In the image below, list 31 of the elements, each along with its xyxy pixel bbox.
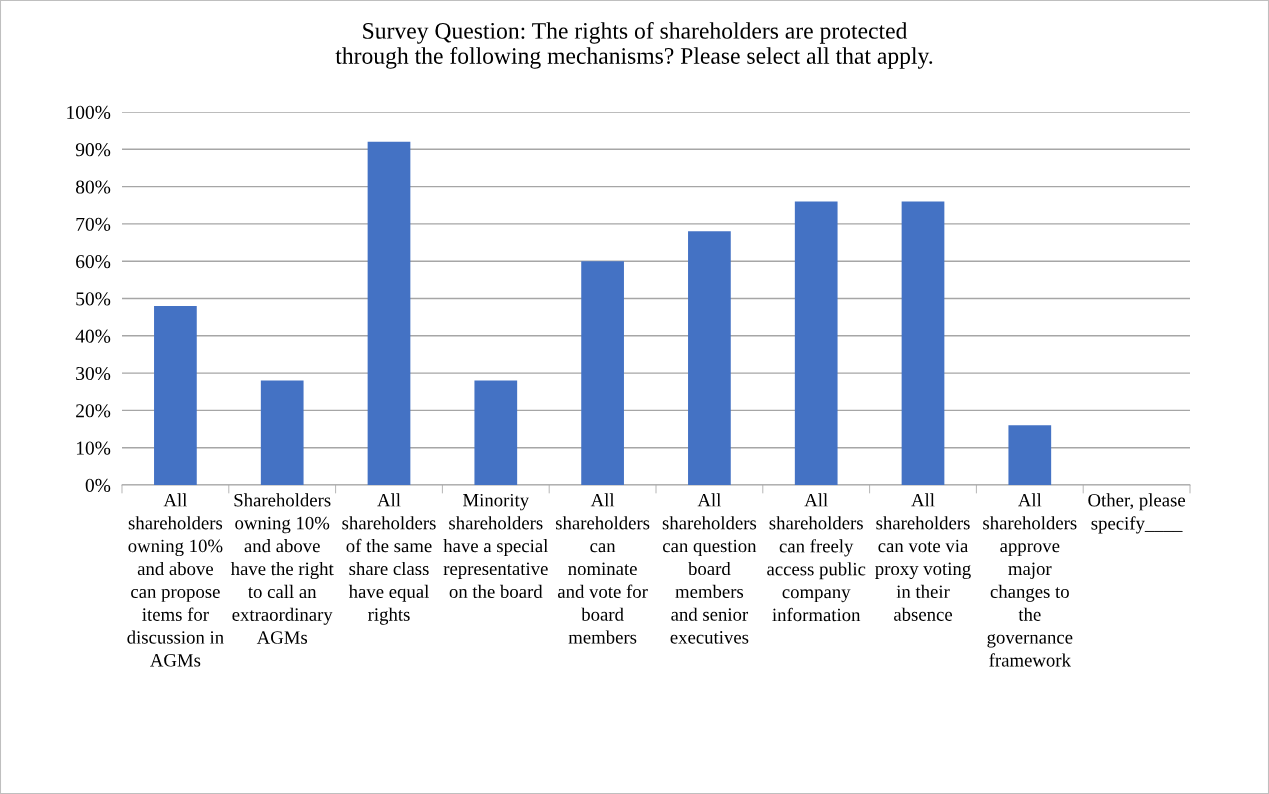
bar xyxy=(154,305,197,485)
x-tick-label: All shareholders can freely access public company information xyxy=(767,493,866,622)
y-tick-label: 80% xyxy=(75,180,111,194)
x-tick-label: All shareholders can nominate and vote for board members xyxy=(555,493,650,644)
y-tick-label: 10% xyxy=(76,441,111,455)
y-tick-label: 60% xyxy=(76,255,111,269)
x-tick-label: Shareholders owning 10% and above have the right to call an extraordinary AGMs xyxy=(230,493,334,644)
x-tick-label: All shareholders can vote via proxy voting in their absence xyxy=(875,493,971,621)
x-tick-label: All shareholders owning 10% and above can propose items for discussion in AGMs xyxy=(127,493,224,667)
bar xyxy=(794,201,838,485)
x-tick-label: All shareholders can question board members and senior executives xyxy=(662,493,757,644)
y-tick-label: 50% xyxy=(76,292,111,306)
y-tick-label: 70% xyxy=(76,217,111,231)
y-tick-label: 90% xyxy=(75,143,111,157)
x-tick-label: All shareholders approve major changes to the governance framework xyxy=(983,493,1077,667)
y-tick-label: 30% xyxy=(76,366,111,381)
y-tick-label: 40% xyxy=(75,329,111,343)
y-tick-label: 0% xyxy=(85,478,111,492)
bar xyxy=(260,380,304,485)
bar xyxy=(581,261,624,485)
x-tick-label: Other, please specify____ xyxy=(1088,493,1186,534)
bar xyxy=(474,380,518,485)
bar xyxy=(1008,425,1052,485)
bar xyxy=(901,201,945,485)
chart-title: Survey Question: The rights of shareholders are protected through the following mechanisms? Please select all that apply. xyxy=(335,22,933,69)
y-tick-label: 100% xyxy=(67,105,111,119)
x-tick-label: All shareholders of the same share class have equal rights xyxy=(342,493,436,625)
y-tick-label: 20% xyxy=(76,404,111,418)
bar xyxy=(688,231,731,485)
bar xyxy=(367,141,411,485)
x-tick-label: Minority shareholders have a special representative on the board xyxy=(443,493,548,598)
